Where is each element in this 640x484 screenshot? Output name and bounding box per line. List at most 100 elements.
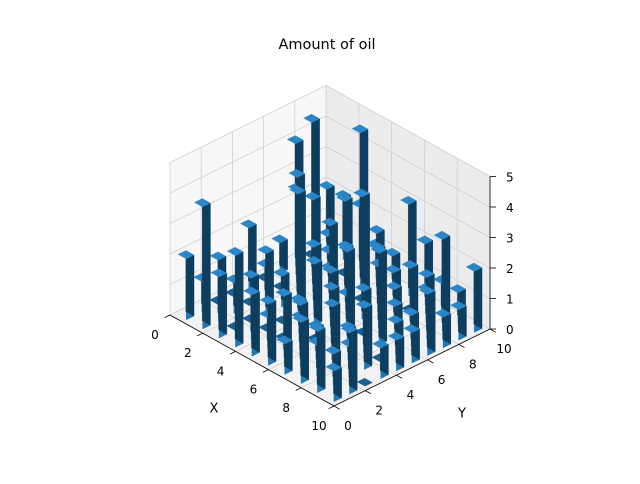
- z-tick-label: 1: [506, 293, 514, 307]
- bar-face-top: [209, 251, 227, 261]
- bar: [450, 301, 467, 341]
- bar: [403, 324, 420, 364]
- bar-face-top: [387, 331, 405, 341]
- bar-face-side: [313, 255, 323, 322]
- bar: [292, 313, 310, 384]
- bar-face-side: [251, 286, 260, 353]
- bar-face-top: [434, 308, 452, 318]
- bar-face-top: [291, 297, 309, 306]
- bar-face-top: [386, 315, 404, 324]
- x-tick-label: 4: [217, 364, 225, 378]
- bar-face-top: [303, 114, 320, 123]
- bar-face-top: [242, 269, 260, 279]
- y-axis-label: Y: [457, 407, 466, 422]
- bar-face-side: [297, 185, 306, 313]
- bar: [372, 339, 389, 379]
- bar: [465, 262, 483, 333]
- x-tick-label: 10: [311, 419, 326, 433]
- bar-face-top: [305, 255, 323, 265]
- bar-face-top: [286, 135, 304, 145]
- y-tick-label: 0: [344, 419, 352, 433]
- bar-face-top: [308, 323, 326, 332]
- bar: [194, 198, 211, 330]
- bar-face-top: [318, 181, 335, 190]
- bar-face-top: [354, 283, 372, 292]
- bar-face-top: [338, 243, 356, 253]
- z-tick-label: 5: [506, 171, 514, 185]
- y-axis-line: [333, 328, 491, 407]
- bar: [356, 378, 373, 387]
- bar: [226, 247, 244, 348]
- bar-face-side: [267, 295, 277, 362]
- bar-face-top: [353, 188, 370, 198]
- bar-face-side: [202, 198, 211, 326]
- bar-face-top: [450, 301, 467, 310]
- x-tick: [328, 405, 335, 410]
- bar-face-top: [433, 231, 451, 240]
- bar-face-top: [240, 219, 257, 229]
- y-tick: [333, 405, 340, 410]
- bar-face-side: [185, 250, 195, 317]
- y-tick-label: 4: [407, 388, 415, 402]
- bar-face-top: [370, 245, 388, 254]
- bar: [259, 295, 277, 366]
- bar-face-side: [378, 244, 387, 342]
- grid-line-z: [169, 115, 491, 208]
- bar-face-side: [218, 268, 227, 335]
- grid-line-z: [169, 85, 491, 177]
- bar-face-top: [210, 268, 228, 278]
- y-tick-label: 8: [469, 357, 477, 371]
- bar-face-top: [384, 264, 402, 274]
- bar-face-top: [416, 235, 434, 245]
- bar-face-side: [234, 247, 244, 344]
- bar-face-top: [402, 307, 420, 317]
- y-tick: [458, 344, 465, 348]
- bar: [340, 324, 358, 395]
- x-tick: [197, 332, 203, 337]
- bar: [243, 286, 260, 357]
- bar-face-top: [322, 281, 340, 291]
- y-tick-label: 2: [375, 404, 383, 418]
- bar-face-top: [275, 288, 292, 297]
- bar-face-top: [400, 196, 417, 205]
- x-tick-label: 6: [250, 383, 258, 397]
- x-tick: [164, 314, 171, 319]
- bar: [434, 308, 452, 349]
- bar: [210, 268, 228, 339]
- bar: [177, 250, 195, 321]
- bar-face-top: [336, 193, 353, 202]
- bar-base: [356, 378, 373, 387]
- bar-face-top: [383, 247, 401, 257]
- bar-face-top: [403, 324, 420, 333]
- x-tick-label: 0: [151, 328, 159, 342]
- bar: [289, 185, 306, 317]
- bar-face-side: [363, 299, 373, 367]
- bar-face-top: [321, 217, 338, 227]
- bar-face-top: [323, 298, 341, 308]
- bar-face-top: [355, 300, 373, 309]
- grid-line-z: [169, 146, 491, 238]
- x-tick: [262, 369, 269, 373]
- z-tick-label: 3: [506, 232, 514, 246]
- bar-face-side: [473, 262, 483, 329]
- bar-face-side: [316, 323, 326, 390]
- bar-face-top: [194, 198, 211, 208]
- y-tick: [427, 359, 434, 364]
- bar: [308, 323, 326, 393]
- bar-face-top: [465, 262, 483, 272]
- chart-title: Amount of oil: [278, 37, 375, 53]
- x-tick-label: 2: [184, 346, 192, 360]
- bar-face-top: [449, 284, 466, 294]
- bar-face-top: [243, 286, 260, 296]
- bar-face-top: [340, 324, 358, 334]
- axis-lines-and-ticks: [169, 176, 491, 407]
- bar-face-top: [401, 260, 419, 269]
- x-tick-label: 8: [282, 401, 290, 415]
- bar: [355, 299, 373, 370]
- tick-labels: 0 2 4 6 8 10 0 2 4 6 8 10 0 1 2 3 4 5: [151, 171, 513, 434]
- bar-face-top: [304, 239, 322, 248]
- x-axis-line: [169, 314, 335, 407]
- y-tick: [365, 390, 372, 395]
- bar-face-top: [368, 225, 385, 234]
